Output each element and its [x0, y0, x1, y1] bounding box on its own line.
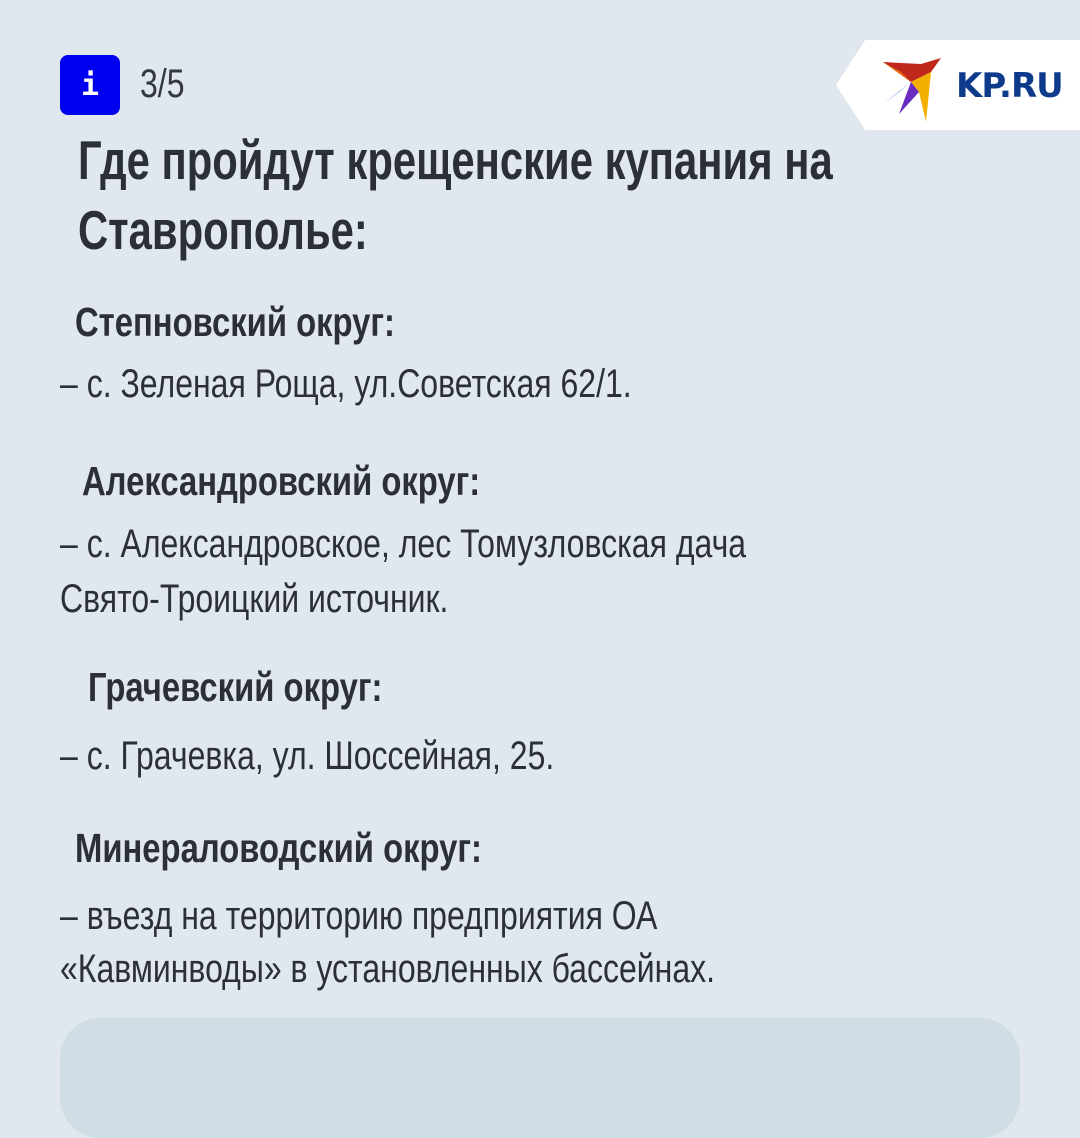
- page-title-line-1: Где пройдут крещенские купания на: [78, 129, 833, 191]
- logo-text: KP.RU: [956, 66, 1064, 106]
- section-heading-stepnovsky: Степновский округ:: [75, 299, 395, 345]
- kp-logo: KP.RU: [836, 40, 1080, 130]
- section-text: Свято-Троицкий источник.: [60, 577, 449, 621]
- section-text: – с. Зеленая Роща, ул.Советская 62/1.: [60, 362, 632, 406]
- section-text: «Кавминводы» в установленных бассейнах.: [60, 947, 715, 991]
- section-heading-grachevsky: Грачевский округ:: [88, 664, 383, 710]
- section-heading-mineralovodsky: Минераловодский округ:: [75, 825, 482, 871]
- section-text: – въезд на территорию предприятия ОА: [60, 894, 658, 938]
- slide-counter: 3/5: [140, 62, 185, 106]
- section-text: – с. Грачевка, ул. Шоссейная, 25.: [60, 734, 555, 778]
- swallow-logo-icon: [883, 58, 941, 122]
- section-heading-aleksandrovsky: Александровский округ:: [82, 458, 481, 504]
- page-title-line-2: Ставрополье:: [78, 199, 368, 261]
- bottom-panel: [60, 1018, 1020, 1138]
- section-text: – с. Александровское, лес Томузловская д…: [60, 522, 747, 566]
- info-icon: i: [60, 55, 120, 115]
